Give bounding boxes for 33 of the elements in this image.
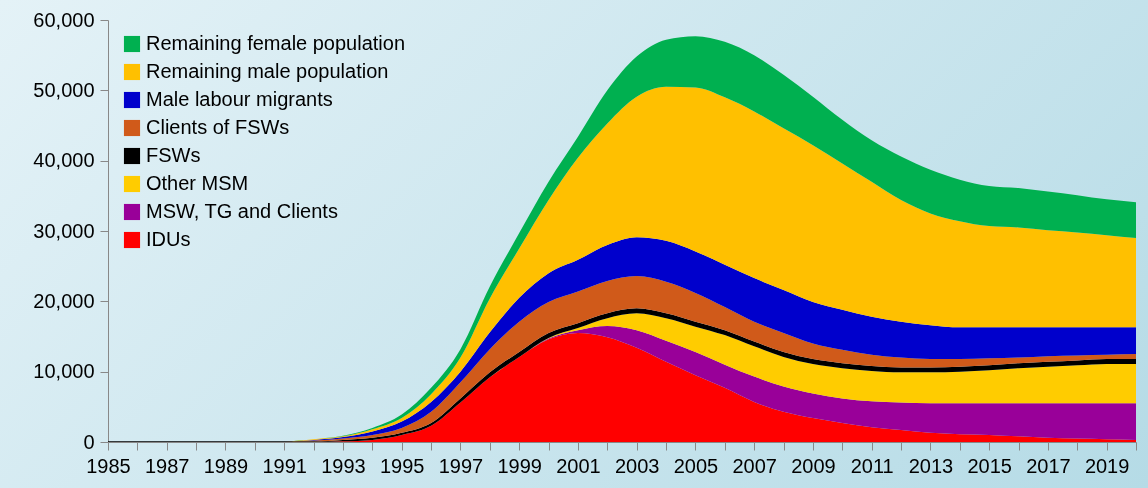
legend-label: Clients of FSWs — [146, 116, 290, 138]
x-tick-label: 2015 — [967, 454, 1012, 477]
legend-label: Other MSM — [146, 172, 249, 194]
x-tick-label: 2001 — [556, 454, 601, 477]
x-tick-label: 1993 — [321, 454, 366, 477]
legend-label: Remaining female population — [146, 32, 406, 54]
x-tick-label: 1985 — [86, 454, 131, 477]
x-tick-label: 2013 — [908, 454, 954, 477]
y-tick-label: 0 — [83, 430, 95, 453]
x-tick-label: 1987 — [144, 454, 190, 477]
x-tick-label: 1989 — [203, 454, 249, 477]
legend-label: FSWs — [146, 144, 201, 166]
x-tick-label: 1995 — [379, 454, 425, 477]
x-tick-label: 1999 — [497, 454, 542, 477]
y-tick-label: 60,000 — [33, 8, 95, 31]
x-tick-label: 2005 — [673, 454, 719, 477]
x-tick-label: 2011 — [850, 454, 894, 477]
x-tick-label: 1997 — [438, 454, 484, 477]
x-tick-label: 2019 — [1084, 454, 1130, 477]
y-tick-label: 10,000 — [33, 360, 95, 383]
legend-label: IDUs — [146, 228, 191, 250]
x-tick-label: 2007 — [732, 454, 777, 477]
x-tick-label: 2009 — [791, 454, 836, 477]
x-tick-label: 2003 — [614, 454, 660, 477]
y-tick-label: 30,000 — [33, 219, 95, 242]
y-tick-label: 40,000 — [33, 149, 95, 172]
x-tick-label: 2017 — [1026, 454, 1071, 477]
y-tick-label: 20,000 — [33, 289, 95, 312]
legend-label: MSW, TG and Clients — [146, 200, 338, 222]
legend-label: Male labour migrants — [146, 88, 333, 110]
legend-label: Remaining male population — [146, 60, 389, 82]
x-tick-label: 1991 — [262, 454, 307, 477]
y-tick-label: 50,000 — [33, 78, 95, 101]
